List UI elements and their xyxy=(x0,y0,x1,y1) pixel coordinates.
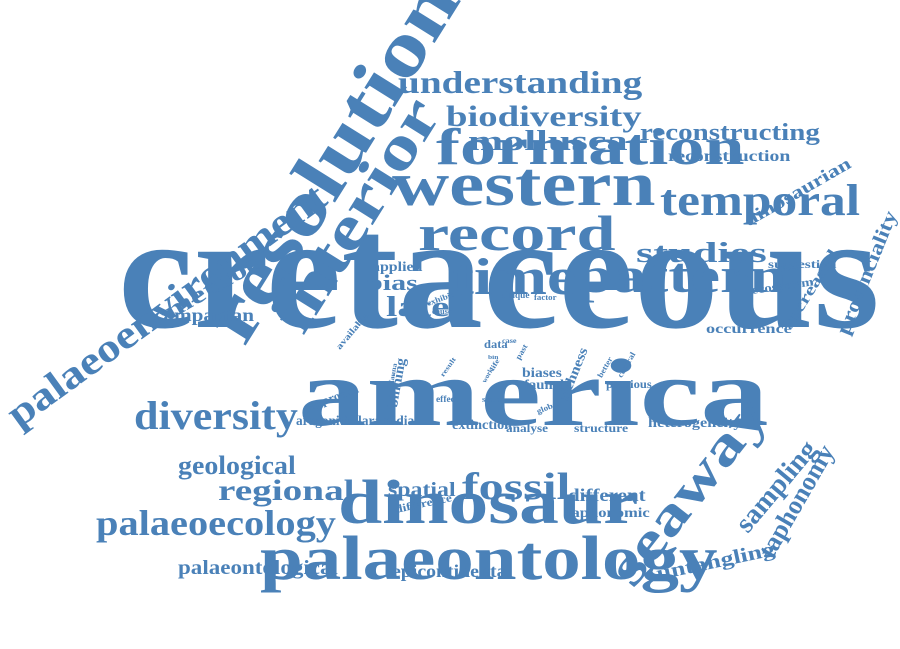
word-previous: previous xyxy=(606,377,652,392)
word-laramidia: laramidia xyxy=(358,413,415,429)
word-extinction: extinction xyxy=(452,417,513,433)
word-reconstructing: reconstructing xyxy=(640,119,820,146)
word-geological: geological xyxy=(178,451,296,481)
word-effect: effect xyxy=(436,393,458,404)
word-applied: applied xyxy=(372,259,423,275)
word-taphonomic: taphonomic xyxy=(566,505,650,521)
word-studies: studies xyxy=(636,237,767,269)
word-palaeontological: palaeontological xyxy=(178,557,338,579)
word-aragonitic: aragonitic xyxy=(296,413,354,429)
word-palaeoecology: palaeoecology xyxy=(96,503,336,544)
word-diversity: diversity xyxy=(134,393,298,438)
word-cause: cause xyxy=(432,306,452,316)
word-faunal: faunal xyxy=(524,377,565,393)
word-spatial: spatial xyxy=(388,479,456,501)
word-temporal: temporal xyxy=(660,175,861,225)
word-palaeontology: palaeontology xyxy=(260,525,718,594)
word-bias: bias xyxy=(366,270,418,296)
word-analyse: analyse xyxy=(506,421,549,436)
word-case: case xyxy=(502,337,517,346)
word-occurrence: occurrence xyxy=(706,321,792,337)
word-factor: factor xyxy=(534,292,557,302)
word-late: late xyxy=(386,291,450,323)
word-suggestion: suggestion xyxy=(768,257,837,272)
word-cretaceous: cretaceous xyxy=(118,181,880,363)
word-biodiversity: biodiversity xyxy=(446,100,642,133)
word-time: time xyxy=(452,249,577,307)
word-understanding: understanding xyxy=(398,64,643,101)
word-regional: regional xyxy=(218,474,355,507)
word-epicontinental: epicontinental xyxy=(392,560,513,581)
word-heterogeneity: heterogeneity xyxy=(648,415,742,431)
word-dinosaur: dinosaur xyxy=(338,469,639,538)
word-different: different xyxy=(568,484,646,505)
word-formation: formation xyxy=(436,119,745,177)
word-biases: biases xyxy=(522,365,562,381)
word-unique: unique xyxy=(502,289,530,300)
word-fossil: fossil xyxy=(462,465,571,508)
word-pattern: pattern xyxy=(576,247,787,303)
word-scale: scale xyxy=(482,394,501,404)
word-america: america xyxy=(298,339,769,447)
word-bin: bin xyxy=(488,355,499,362)
word-mollusca: mollusca xyxy=(468,125,628,157)
word-western: western xyxy=(392,151,656,220)
word-record: record xyxy=(418,205,616,261)
word-data: data xyxy=(484,337,508,352)
word-campanian: campanian xyxy=(154,304,255,325)
word-structure: structure xyxy=(574,421,629,436)
word-reconstruction: reconstruction xyxy=(668,148,791,166)
